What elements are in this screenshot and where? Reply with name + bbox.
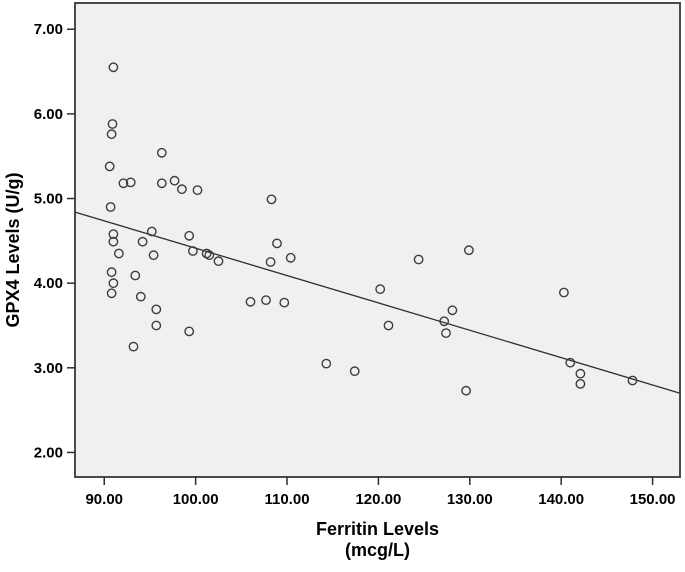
data-point: [148, 250, 159, 261]
data-point: [261, 295, 271, 305]
data-point: [184, 326, 195, 337]
data-point: [265, 257, 276, 267]
data-point: [114, 248, 124, 259]
x-tick-label: 150.00: [630, 491, 676, 508]
data-point: [575, 378, 586, 389]
data-point: [156, 147, 167, 158]
data-point: [108, 229, 119, 240]
x-tick-label: 110.00: [264, 491, 309, 508]
data-point: [375, 284, 386, 294]
data-point: [279, 297, 290, 308]
data-point: [349, 366, 360, 377]
data-point: [146, 226, 157, 237]
data-point: [413, 254, 424, 265]
data-point: [627, 375, 638, 386]
fit-line: [74, 211, 681, 394]
y-tick-label: 6.00: [34, 106, 63, 123]
y-tick-label: 5.00: [34, 191, 63, 208]
data-point: [213, 256, 224, 267]
x-axis-title: Ferritin Levels (mcg/L): [75, 519, 680, 561]
data-point: [463, 245, 474, 256]
data-point: [204, 250, 215, 261]
data-point: [118, 178, 129, 189]
data-point: [176, 184, 187, 195]
data-point: [285, 252, 296, 263]
data-point: [108, 278, 119, 289]
x-axis-title-line2: (mcg/L): [345, 540, 410, 560]
data-point: [383, 320, 394, 331]
data-point: [156, 178, 167, 189]
data-point: [130, 270, 141, 281]
data-point: [266, 194, 277, 205]
data-point: [447, 305, 458, 316]
data-point: [575, 368, 586, 379]
data-point: [108, 236, 119, 247]
data-point: [192, 185, 203, 196]
data-point: [321, 358, 332, 369]
data-point: [104, 161, 115, 172]
data-point: [106, 288, 117, 299]
data-point: [187, 246, 198, 256]
data-point: [439, 316, 450, 327]
data-point: [135, 291, 146, 302]
x-tick-label: 90.00: [85, 491, 123, 508]
data-point: [106, 267, 117, 278]
data-point: [151, 304, 162, 315]
data-point: [128, 341, 139, 352]
data-point: [201, 248, 212, 259]
data-point: [272, 238, 282, 249]
x-tick-label: 130.00: [447, 491, 493, 508]
data-point: [107, 119, 118, 129]
data-point: [106, 129, 117, 140]
x-axis-title-line1: Ferritin Levels: [315, 519, 440, 539]
data-point: [125, 177, 136, 188]
data-point: [245, 296, 256, 307]
y-tick-label: 2.00: [34, 444, 63, 461]
data-point: [137, 236, 148, 247]
data-point: [169, 175, 180, 186]
data-point: [151, 320, 162, 331]
data-point: [441, 328, 451, 338]
data-point: [105, 202, 116, 212]
data-point: [559, 287, 569, 298]
x-tick-label: 140.00: [538, 491, 584, 508]
data-point: [108, 62, 119, 73]
y-tick-label: 4.00: [34, 275, 63, 292]
y-tick-label: 3.00: [34, 360, 63, 377]
x-tick-label: 100.00: [173, 491, 219, 508]
data-point: [565, 357, 576, 368]
x-tick-label: 120.00: [355, 491, 401, 508]
data-point: [461, 385, 471, 396]
data-point: [184, 230, 195, 241]
plot-area: [74, 2, 681, 478]
y-axis-title: GPX4 Levels (U/g): [3, 172, 23, 328]
y-tick-label: 7.00: [34, 21, 63, 38]
